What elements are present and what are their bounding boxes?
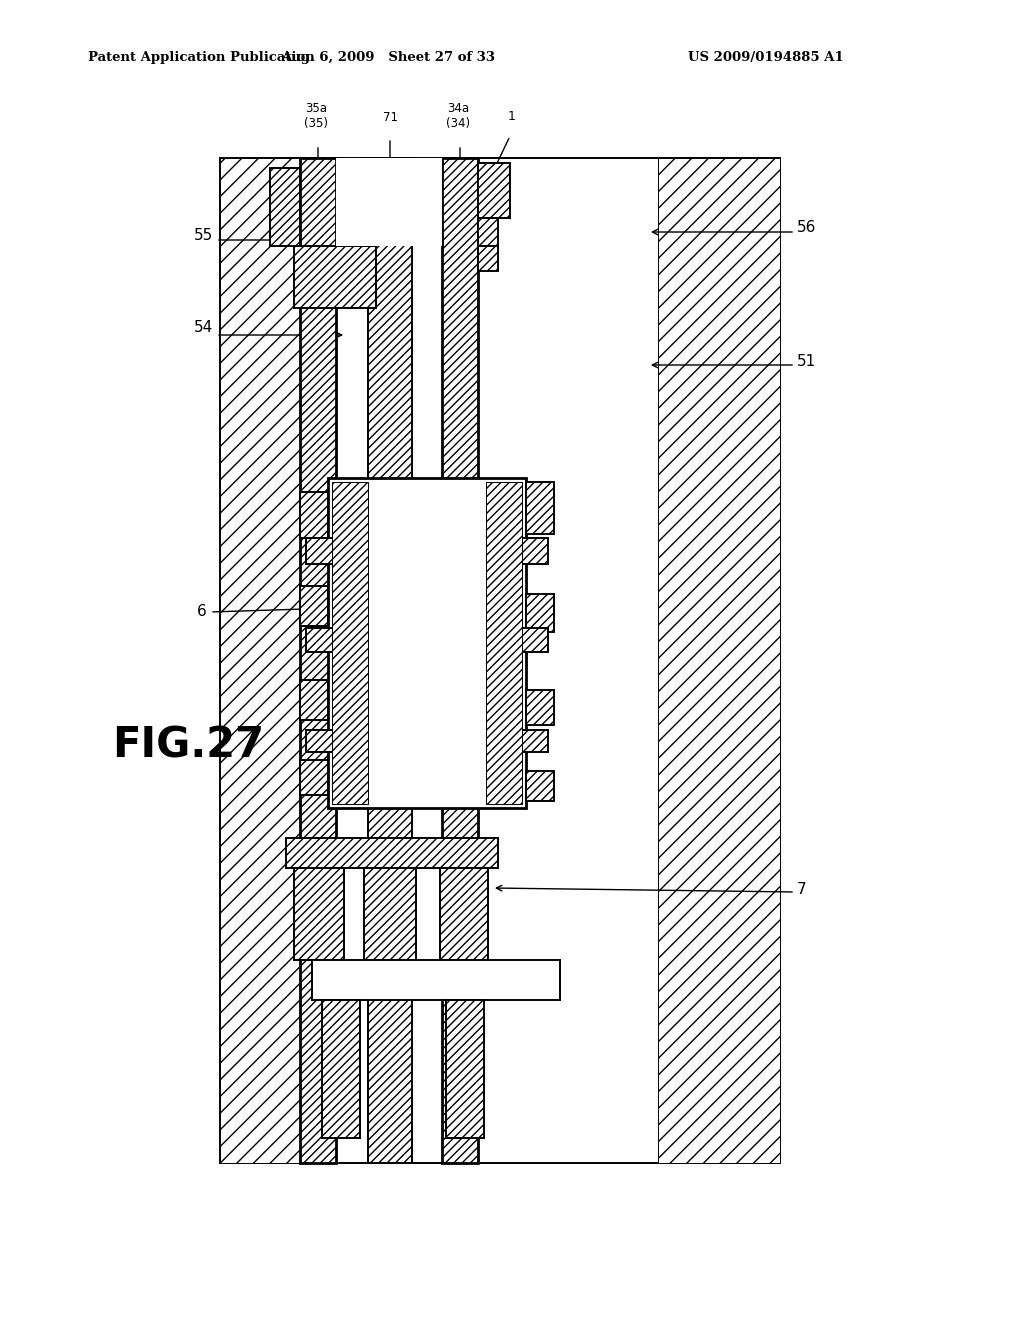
Bar bbox=[306, 539, 548, 564]
Bar bbox=[486, 482, 522, 804]
Bar bbox=[446, 1001, 484, 1138]
Text: 35a
(35): 35a (35) bbox=[304, 102, 328, 129]
Bar bbox=[368, 482, 486, 804]
Text: 7: 7 bbox=[797, 883, 807, 898]
Text: 34a
(34): 34a (34) bbox=[445, 102, 470, 129]
Bar bbox=[300, 158, 336, 1163]
Bar bbox=[336, 158, 442, 246]
Bar bbox=[220, 158, 780, 1163]
Text: 51: 51 bbox=[797, 355, 816, 370]
Bar bbox=[300, 586, 328, 626]
Bar bbox=[328, 478, 526, 808]
Text: Aug. 6, 2009   Sheet 27 of 33: Aug. 6, 2009 Sheet 27 of 33 bbox=[281, 50, 495, 63]
Bar bbox=[294, 246, 376, 308]
Text: Patent Application Publication: Patent Application Publication bbox=[88, 50, 314, 63]
Bar bbox=[306, 628, 548, 652]
Bar bbox=[658, 158, 780, 1163]
Bar bbox=[322, 1001, 360, 1138]
Text: 56: 56 bbox=[797, 220, 816, 235]
Text: 54: 54 bbox=[194, 321, 213, 335]
Bar bbox=[526, 594, 554, 632]
Bar bbox=[364, 869, 416, 960]
Bar bbox=[368, 158, 412, 1163]
Text: 55: 55 bbox=[194, 227, 213, 243]
Bar bbox=[286, 838, 498, 869]
Bar bbox=[478, 246, 498, 271]
Bar bbox=[526, 690, 554, 725]
Bar bbox=[526, 771, 554, 801]
Bar bbox=[526, 482, 554, 535]
Bar bbox=[300, 492, 328, 539]
Bar bbox=[312, 960, 560, 1001]
Text: 1: 1 bbox=[508, 110, 516, 123]
Text: FIG.27: FIG.27 bbox=[112, 723, 264, 766]
Bar bbox=[332, 482, 368, 804]
Bar bbox=[306, 730, 548, 752]
Bar bbox=[478, 162, 510, 218]
Bar bbox=[478, 218, 498, 246]
Bar bbox=[440, 869, 488, 960]
Bar bbox=[442, 158, 478, 1163]
Bar bbox=[294, 869, 344, 960]
Bar bbox=[300, 680, 328, 719]
Bar bbox=[220, 158, 328, 1163]
Bar bbox=[486, 482, 522, 804]
Text: 6: 6 bbox=[198, 605, 207, 619]
Text: US 2009/0194885 A1: US 2009/0194885 A1 bbox=[688, 50, 844, 63]
Bar bbox=[270, 168, 300, 246]
Bar bbox=[332, 482, 368, 804]
Text: 71: 71 bbox=[383, 111, 397, 124]
Bar bbox=[300, 760, 328, 795]
